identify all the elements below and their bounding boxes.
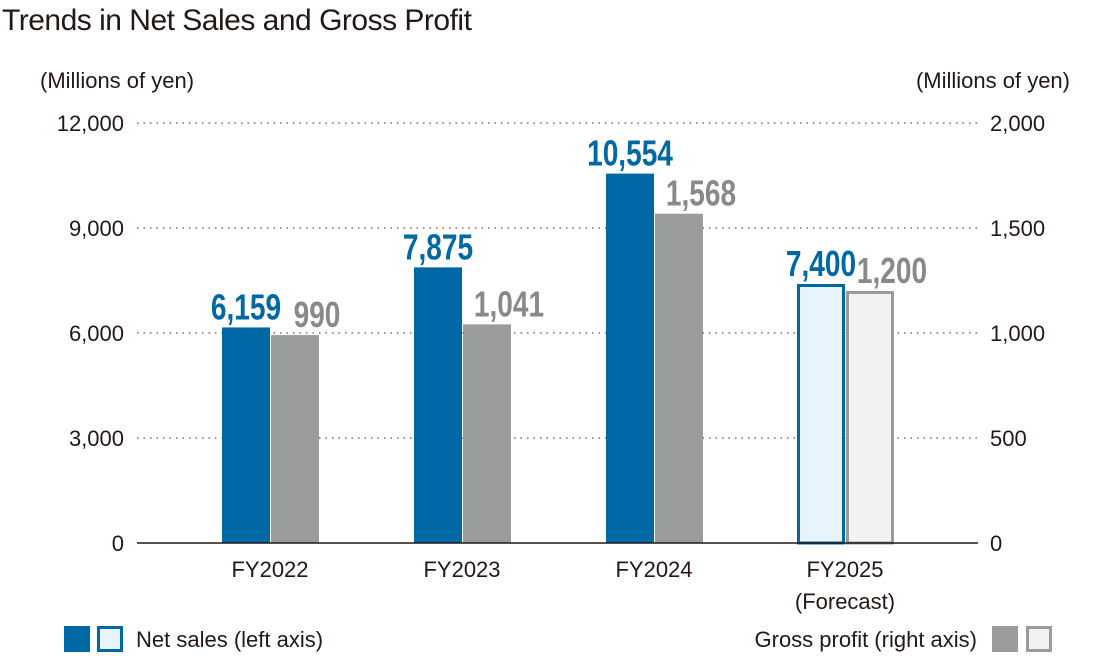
legend-net-sales: Net sales (left axis) [64,626,323,652]
left-tick-label: 0 [112,531,124,556]
bar-net-sales-forecast [797,284,845,545]
legend-label-net-sales: Net sales (left axis) [136,627,323,652]
bar-gross-profit [655,213,703,543]
data-label: 1,041 [474,284,544,324]
data-label: 990 [294,295,341,335]
bar-gross-profit [271,335,319,543]
left-tick-label: 9,000 [69,216,124,241]
data-label: 1,568 [666,173,736,213]
category-label: FY2025 [806,557,883,582]
category-sublabel: (Forecast) [795,589,895,614]
data-label: 7,400 [786,244,856,284]
left-axis-label: (Millions of yen) [40,68,194,93]
category-label: FY2023 [423,557,500,582]
left-tick-label: 3,000 [69,426,124,451]
category-label: FY2024 [615,557,692,582]
chart-title: Trends in Net Sales and Gross Profit [2,4,473,37]
right-tick-label: 1,000 [990,321,1045,346]
data-label: 1,200 [857,251,927,291]
legend-gross-profit: Gross profit (right axis) [755,626,1052,652]
left-tick-label: 6,000 [69,321,124,346]
bar-net-sales [414,267,462,543]
bar-gross-profit-forecast [846,291,894,545]
bar-net-sales [222,327,270,543]
bar-gross-profit [463,324,511,543]
bar-net-sales [606,173,654,544]
legend-swatch-net-sales [64,626,90,652]
data-label: 7,875 [403,227,473,267]
right-tick-label: 2,000 [990,111,1045,136]
legend-swatch-net-sales-forecast [97,626,123,652]
right-tick-label: 0 [990,531,1002,556]
left-tick-label: 12,000 [57,111,124,136]
legend-label-gross-profit: Gross profit (right axis) [755,627,978,652]
right-tick-label: 1,500 [990,216,1045,241]
data-label: 6,159 [211,287,281,327]
data-label: 10,554 [587,133,673,173]
legend-swatch-gross-profit-forecast [1026,626,1052,652]
right-tick-label: 500 [990,426,1027,451]
right-axis-label: (Millions of yen) [916,68,1070,93]
legend-swatch-gross-profit [992,626,1018,652]
category-label: FY2022 [231,557,308,582]
